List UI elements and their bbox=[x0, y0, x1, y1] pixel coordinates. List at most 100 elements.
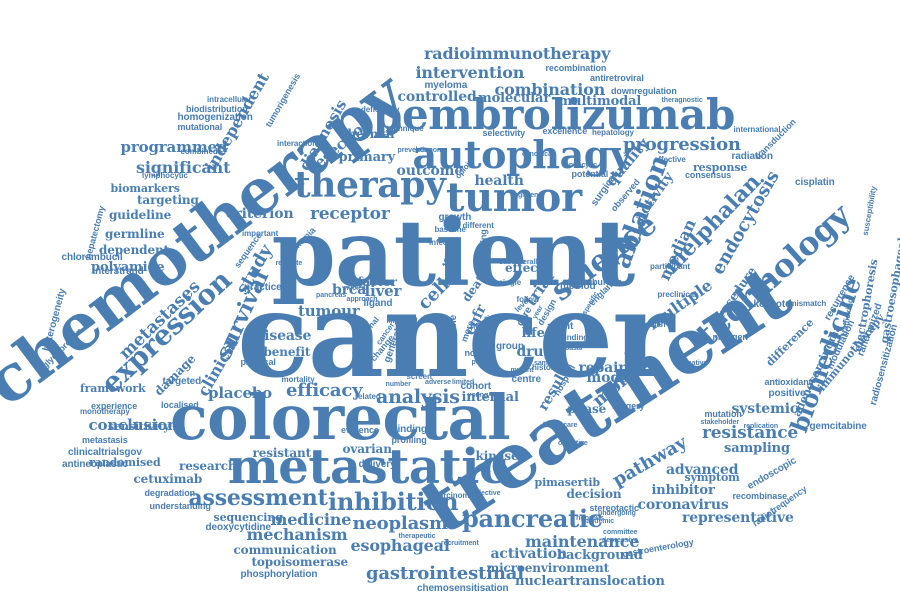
word-delivery: delivery bbox=[358, 459, 396, 470]
word-lymphocytic: lymphocytic bbox=[142, 171, 188, 180]
word-primary: primary bbox=[338, 149, 396, 165]
word-practice: practice bbox=[244, 282, 282, 293]
word-deoxycytidine: deoxycytidine bbox=[205, 522, 271, 533]
word-method: method bbox=[560, 281, 596, 292]
word-inhibition: inhibition bbox=[328, 487, 459, 516]
word-theragnostic: theragnostic bbox=[661, 96, 703, 104]
word-pandemic: pandemic bbox=[582, 517, 615, 525]
word-medicine: medicine bbox=[270, 510, 352, 529]
word-median: median bbox=[638, 320, 666, 329]
word-pancreas: pancreas bbox=[316, 291, 347, 299]
word-cohort: cohort bbox=[460, 381, 492, 392]
word-gastrointestinal: gastrointestinal bbox=[366, 563, 524, 584]
word-outcome: outcome bbox=[396, 163, 464, 179]
word-potential: potential bbox=[571, 168, 609, 179]
word-gemcitabine: gemcitabine bbox=[809, 421, 867, 432]
word-effective: effective bbox=[654, 155, 686, 164]
word-keynote: keynote bbox=[753, 299, 791, 310]
word-maintenance: maintenance bbox=[525, 532, 640, 551]
word-centre: centre bbox=[511, 374, 542, 385]
word-pembrolizumab: pembrolizumab bbox=[373, 90, 735, 139]
word-mortality: mortality bbox=[281, 375, 315, 384]
word-framework: framework bbox=[80, 381, 146, 395]
word-disease: disease bbox=[254, 328, 312, 344]
word-burden: burden bbox=[592, 276, 622, 287]
word-funding: funding bbox=[478, 228, 489, 262]
word-kinase: kinase bbox=[475, 449, 519, 463]
word-microenvironment: microenvironment bbox=[486, 561, 610, 575]
word-interstrand: interstrand bbox=[92, 266, 144, 277]
word-topoisomerase: topoisomerase bbox=[251, 555, 349, 569]
word-randomised: randomised bbox=[89, 455, 161, 469]
word-overall: overall bbox=[515, 258, 538, 266]
word-programmed: programmed bbox=[120, 137, 228, 156]
word-hepatology: hepatology bbox=[592, 128, 634, 137]
word-cetuximab: cetuximab bbox=[133, 472, 203, 486]
word-thermal: thermal bbox=[342, 127, 395, 141]
word-profiling: profiling bbox=[391, 434, 427, 445]
word-therapy: therapy bbox=[294, 164, 446, 206]
word-model: model bbox=[586, 370, 635, 386]
word-binding: binding bbox=[391, 424, 428, 435]
word-advanced: advanced bbox=[666, 462, 739, 478]
word-pimasertib: pimasertib bbox=[534, 475, 601, 489]
word-colorectal: colorectal bbox=[170, 381, 511, 454]
word-profile: profile bbox=[544, 339, 572, 350]
word-endocytic: endocytic bbox=[565, 161, 598, 169]
word-related: related bbox=[355, 392, 381, 401]
word-myeloma: myeloma bbox=[424, 80, 468, 91]
word-assessment: assessment bbox=[188, 485, 328, 511]
word-combined: combined bbox=[180, 147, 218, 156]
word-research: research bbox=[179, 459, 237, 473]
word-efficacy: efficacy bbox=[286, 380, 363, 401]
word-sample: sample bbox=[534, 359, 558, 367]
word-metastatic: metastatic bbox=[228, 439, 508, 495]
word-response: response bbox=[693, 160, 748, 174]
word-replication: replication bbox=[743, 422, 779, 430]
word-transduction: transduction bbox=[752, 116, 798, 162]
word-radiation: radiation bbox=[731, 151, 773, 162]
word-monotherapy: monotherapy bbox=[80, 407, 130, 416]
word-rigorous: rigorous bbox=[576, 514, 604, 522]
word-approach: approach bbox=[346, 295, 378, 303]
word-baseline: baseline bbox=[434, 225, 466, 234]
word-group: group bbox=[496, 341, 524, 352]
word-progression: progression bbox=[623, 134, 741, 155]
word-undergoing: undergoing bbox=[598, 509, 636, 517]
word-selectivity: selectivity bbox=[482, 127, 526, 138]
word-biomarkers: biomarkers bbox=[110, 181, 180, 195]
word-cisplatin: cisplatin bbox=[795, 177, 835, 188]
word-nuclear: nuclear bbox=[344, 284, 369, 292]
word-drug: drug bbox=[516, 344, 554, 360]
word-understanding: understanding bbox=[149, 500, 211, 511]
word-important: important bbox=[242, 229, 279, 238]
word-therapeutic: therapeutic bbox=[398, 532, 436, 540]
word-metastasis: metastasis bbox=[82, 434, 128, 445]
word-polyamide: polyamide bbox=[91, 259, 165, 275]
word-chlorambucil: chlorambucil bbox=[61, 252, 123, 263]
word-prevention: prevention bbox=[397, 146, 433, 154]
word-time: time bbox=[448, 314, 460, 336]
word-alternative: alternative bbox=[673, 359, 708, 367]
word-ovarian: ovarian bbox=[342, 442, 392, 456]
word-criterion: criterion bbox=[226, 206, 294, 222]
word-screen: screen bbox=[406, 372, 432, 381]
word-localised: localised bbox=[161, 399, 199, 410]
word-deficiency: deficiency bbox=[361, 105, 400, 114]
word-interaction: interaction bbox=[277, 139, 318, 148]
word-hormone: hormone bbox=[415, 146, 446, 154]
word-antioxidant: antioxidant bbox=[764, 376, 812, 387]
word-surgery: surgery bbox=[612, 400, 645, 411]
word-healthcare: healthcare bbox=[543, 421, 578, 429]
word-downregulation: downregulation bbox=[611, 85, 677, 96]
word-sequencing: sequencing bbox=[213, 510, 283, 524]
word-guideline: guideline bbox=[109, 208, 172, 222]
word-agent: agent bbox=[547, 321, 574, 332]
word-risk: risk bbox=[484, 314, 498, 323]
word-consensus: consensus bbox=[685, 169, 732, 180]
word-nucleartranslocation: nucleartranslocation bbox=[515, 573, 665, 589]
word-multimodal: multimodal bbox=[558, 93, 642, 109]
word-regulate: regulate bbox=[275, 259, 303, 267]
word-neoplasm: neoplasm bbox=[352, 513, 449, 534]
word-technique: technique bbox=[386, 124, 424, 133]
